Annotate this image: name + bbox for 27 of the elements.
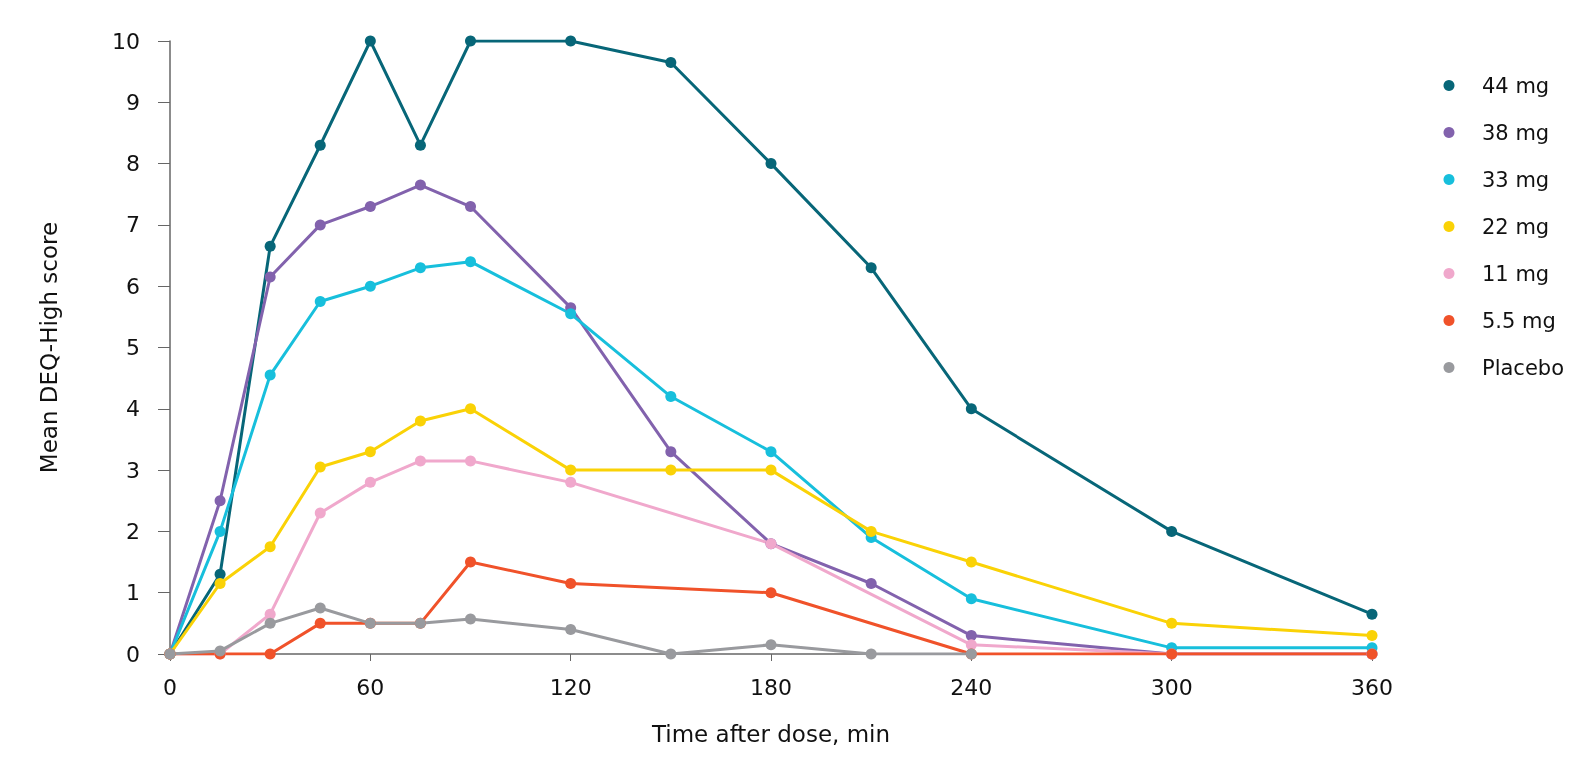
legend-label: 44 mg bbox=[1481, 73, 1550, 98]
y-axis-title: Mean DEQ-High score bbox=[35, 221, 62, 474]
y-tick-label: 9 bbox=[126, 89, 140, 115]
legend-label: Placebo bbox=[1481, 355, 1564, 380]
x-tick-label: 360 bbox=[1351, 674, 1393, 700]
y-tick-label: 7 bbox=[126, 212, 140, 238]
x-tick-label: 120 bbox=[549, 674, 592, 700]
y-tick-label: 2 bbox=[126, 518, 140, 544]
y-tick-label: 3 bbox=[126, 457, 140, 483]
x-axis-title: Time after dose, min bbox=[650, 720, 891, 747]
x-tick-label: 300 bbox=[1150, 674, 1193, 700]
y-tick-label: 5 bbox=[126, 335, 140, 360]
legend-label: 11 mg bbox=[1481, 261, 1550, 286]
y-tick-label: 4 bbox=[126, 396, 140, 422]
y-tick-label: 1 bbox=[126, 580, 140, 606]
legend-label: 22 mg bbox=[1481, 214, 1550, 239]
legend-label: 38 mg bbox=[1481, 120, 1550, 145]
legend-label: 33 mg bbox=[1481, 167, 1550, 192]
x-tick-label: 180 bbox=[750, 674, 792, 700]
x-tick-label: 0 bbox=[163, 674, 177, 700]
y-tick-label: 6 bbox=[126, 273, 140, 299]
x-tick-label: 60 bbox=[356, 674, 385, 700]
y-tick-label: 10 bbox=[112, 28, 140, 54]
legend-label: 5.5 mg bbox=[1481, 308, 1556, 333]
y-tick-label: 8 bbox=[126, 151, 140, 177]
y-tick-label: 0 bbox=[126, 641, 140, 667]
x-tick-label: 240 bbox=[950, 674, 993, 700]
